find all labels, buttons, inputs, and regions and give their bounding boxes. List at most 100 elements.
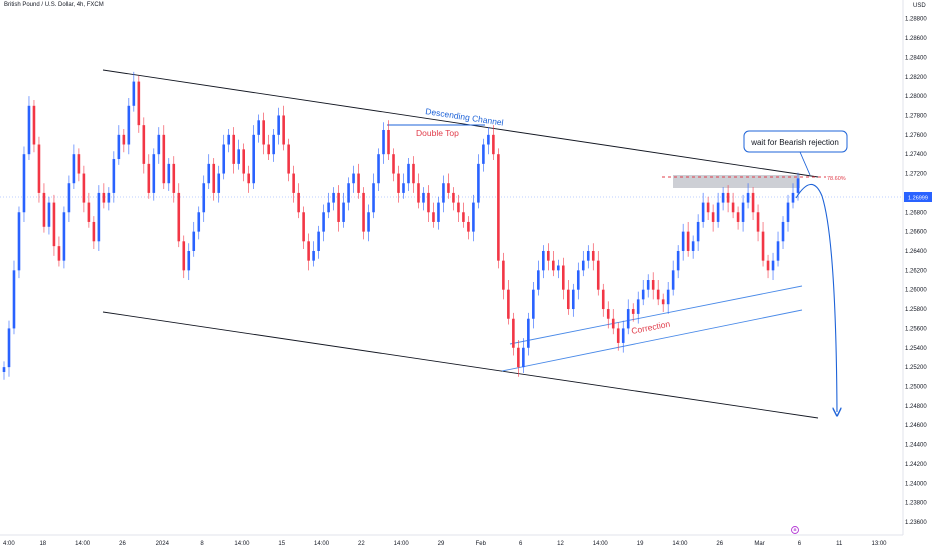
candle-up xyxy=(277,115,280,135)
y-tick-label: 1.23600 xyxy=(905,520,927,526)
x-tick-label: 19 xyxy=(637,541,644,547)
y-tick-label: 1.25200 xyxy=(905,365,927,371)
candle-up xyxy=(272,134,275,155)
candle-up xyxy=(571,289,575,310)
candle-down xyxy=(561,265,565,290)
candle-down xyxy=(517,347,520,368)
candle-down xyxy=(417,183,420,203)
candle-down xyxy=(547,250,550,261)
candle-down xyxy=(262,120,265,145)
candle-down xyxy=(616,328,620,343)
event-icon-glyph xyxy=(793,528,797,531)
candle-down xyxy=(87,202,91,222)
y-tick-label: 1.24000 xyxy=(905,481,927,487)
candle-up xyxy=(482,144,485,164)
y-tick-label: 1.26000 xyxy=(905,288,927,294)
candle-down xyxy=(32,105,36,145)
candles xyxy=(2,71,800,380)
candle-down xyxy=(292,173,295,193)
candle-down xyxy=(102,192,106,203)
candle-up xyxy=(621,328,625,343)
fib-label: 78.60% xyxy=(827,176,846,182)
candle-down xyxy=(656,289,660,300)
candle-up xyxy=(522,347,525,368)
x-tick-label: 4:00 xyxy=(3,541,15,547)
candle-down xyxy=(267,144,270,155)
candle-down xyxy=(731,202,735,213)
candle-up xyxy=(167,163,171,184)
last-price-badge xyxy=(904,192,932,202)
candle-up xyxy=(537,270,540,290)
currency-label[interactable]: USD xyxy=(913,3,926,9)
callout-pointer xyxy=(799,151,811,176)
candle-up xyxy=(192,231,196,251)
candle-up xyxy=(586,250,590,261)
candle-up xyxy=(666,289,670,305)
candle-up xyxy=(322,212,325,232)
x-tick-label: 14:00 xyxy=(75,541,91,547)
candle-down xyxy=(492,134,495,155)
candle-down xyxy=(82,173,86,203)
x-tick-label: 14:00 xyxy=(593,541,609,547)
candle-up xyxy=(671,270,675,290)
candle-down xyxy=(596,260,600,290)
callout-box[interactable] xyxy=(743,130,848,153)
candle-up xyxy=(107,192,111,203)
candle-up xyxy=(352,173,355,184)
double-top-label[interactable]: Double Top xyxy=(416,128,459,138)
correction-lower-line[interactable] xyxy=(501,309,803,372)
candle-down xyxy=(591,250,595,261)
price-axis[interactable]: 1.28800 1.28600 1.28400 1.28200 1.28000 1.278… xyxy=(905,17,927,526)
candle-up xyxy=(312,250,315,261)
candle-up xyxy=(207,163,211,184)
candle-down xyxy=(302,212,305,242)
candle-up xyxy=(771,260,775,271)
projection-arrow[interactable] xyxy=(795,183,837,412)
candle-up xyxy=(691,241,695,251)
candle-up xyxy=(646,280,650,290)
candle-up xyxy=(187,250,191,271)
resistance-zone[interactable] xyxy=(673,175,800,188)
channel-lower-line[interactable] xyxy=(102,311,819,419)
candle-up xyxy=(626,309,630,329)
correction-label[interactable]: Correction xyxy=(630,319,671,336)
candle-down xyxy=(651,280,655,290)
candle-down xyxy=(282,115,285,145)
candle-up xyxy=(402,183,405,193)
correction-upper-line[interactable] xyxy=(509,285,803,345)
candle-up xyxy=(557,265,560,271)
candle-down xyxy=(766,260,770,271)
candle-down xyxy=(52,202,56,247)
candle-up xyxy=(127,105,131,145)
candle-up xyxy=(72,154,76,184)
candle-down xyxy=(462,212,465,222)
candle-down xyxy=(172,163,176,193)
y-tick-label: 1.25600 xyxy=(905,326,927,332)
candle-up xyxy=(157,134,161,155)
y-tick-label: 1.28000 xyxy=(905,94,927,100)
candle-up xyxy=(377,154,380,184)
channel-upper-line[interactable] xyxy=(102,69,819,178)
y-tick-label: 1.24600 xyxy=(905,423,927,429)
candle-down xyxy=(507,289,510,319)
candle-up xyxy=(701,202,705,222)
x-tick-label: 2024 xyxy=(156,541,170,547)
candle-down xyxy=(232,134,236,164)
candle-up xyxy=(487,134,490,145)
event-icon[interactable] xyxy=(791,526,799,534)
candle-down xyxy=(736,212,740,222)
y-tick-label: 1.28600 xyxy=(905,36,927,42)
candle-down xyxy=(212,163,216,193)
candle-up xyxy=(477,163,480,203)
candle-up xyxy=(542,250,545,271)
time-axis[interactable]: 4:00 18 14:00 26 2024 8 14:00 15 14:00 22 14:00 29 F… xyxy=(3,541,887,547)
candle-up xyxy=(781,221,785,242)
candle-down xyxy=(751,192,755,213)
candle-up xyxy=(716,202,720,222)
candle-up xyxy=(332,192,335,203)
candle-up xyxy=(97,192,101,242)
y-tick-label: 1.25800 xyxy=(905,307,927,313)
candle-up xyxy=(532,289,535,319)
candle-up xyxy=(152,154,156,193)
